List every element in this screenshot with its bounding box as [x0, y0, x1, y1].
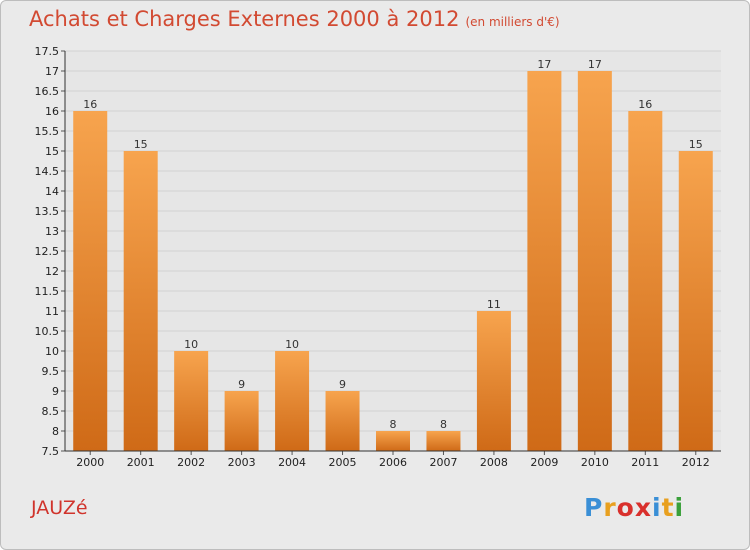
bar — [577, 71, 612, 451]
y-tick-label: 15.5 — [35, 125, 60, 138]
value-label: 9 — [238, 378, 245, 391]
y-tick-label: 7.5 — [42, 445, 60, 458]
value-label: 11 — [487, 298, 501, 311]
y-tick-label: 12 — [45, 265, 59, 278]
x-tick-label: 2012 — [682, 456, 710, 469]
y-tick-label: 16.5 — [35, 85, 60, 98]
y-tick-label: 13.5 — [35, 205, 60, 218]
bar — [325, 391, 360, 451]
labels: 7.5 8 8.5 9 9.5 10 10.5 11 11.5 12 12.5 13 13.5 14 14.… — [35, 45, 710, 469]
bar — [174, 351, 209, 451]
y-tick-label: 10.5 — [35, 325, 60, 338]
axes — [64, 51, 721, 452]
x-tick-label: 2001 — [127, 456, 155, 469]
logo-letter: o — [616, 493, 635, 522]
y-tick-label: 14.5 — [35, 165, 60, 178]
bar — [426, 431, 461, 451]
bar — [376, 431, 410, 451]
y-tick-label: 13 — [45, 225, 59, 238]
y-tick-label: 16 — [45, 105, 59, 118]
value-label: 17 — [537, 58, 551, 71]
bar — [275, 351, 310, 451]
x-tick-label: 2002 — [177, 456, 205, 469]
x-tick-label: 2007 — [429, 456, 457, 469]
y-tick-label: 11 — [45, 305, 59, 318]
y-tick-label: 8 — [52, 425, 59, 438]
y-tick-label: 17.5 — [35, 45, 60, 58]
y-tick-label: 17 — [45, 65, 59, 78]
value-label: 15 — [689, 138, 703, 151]
y-tick-label: 9.5 — [42, 365, 60, 378]
value-label: 15 — [134, 138, 148, 151]
y-tick-label: 8.5 — [42, 405, 60, 418]
logo-letter: x — [634, 493, 652, 522]
x-tick-label: 2005 — [329, 456, 357, 469]
bar — [224, 391, 259, 451]
y-tick-label: 12.5 — [35, 245, 60, 258]
bars — [73, 71, 713, 455]
x-tick-label: 2004 — [278, 456, 306, 469]
logo-letter: i — [674, 493, 685, 522]
bar — [628, 111, 663, 451]
value-label: 10 — [285, 338, 299, 351]
town-name: JAUZé — [31, 497, 88, 519]
x-tick-label: 2008 — [480, 456, 508, 469]
y-tick-label: 15 — [45, 145, 59, 158]
value-label: 16 — [83, 98, 97, 111]
value-label: 16 — [638, 98, 652, 111]
logo-letter: i — [652, 493, 662, 522]
bar — [476, 311, 511, 451]
x-tick-label: 2011 — [631, 456, 659, 469]
logo-letter: r — [603, 493, 617, 522]
value-label: 8 — [390, 418, 397, 431]
logo-letter: t — [661, 493, 675, 522]
value-label: 10 — [184, 338, 198, 351]
value-label: 8 — [440, 418, 447, 431]
gridlines — [61, 50, 721, 452]
value-label: 9 — [339, 378, 346, 391]
proxiti-logo: Proxiti — [584, 493, 684, 522]
bar — [123, 151, 158, 451]
chart-subtitle: (en milliers d'€) — [465, 15, 560, 29]
x-tick-label: 2006 — [379, 456, 407, 469]
bar — [73, 111, 108, 451]
bar — [678, 151, 713, 451]
logo-letter: P — [584, 493, 604, 522]
y-tick-label: 14 — [45, 185, 59, 198]
y-tick-label: 9 — [52, 385, 59, 398]
x-tick-label: 2010 — [581, 456, 609, 469]
title-text: Achats et Charges Externes 2000 à 2012 — [29, 7, 460, 31]
x-tick-label: 2000 — [76, 456, 104, 469]
bar — [527, 71, 562, 451]
value-label: 17 — [588, 58, 602, 71]
x-tick-label: 2003 — [228, 456, 256, 469]
y-tick-label: 11.5 — [35, 285, 60, 298]
y-tick-label: 10 — [45, 345, 59, 358]
x-tick-label: 2009 — [530, 456, 558, 469]
chart-title: Achats et Charges Externes 2000 à 2012 (e… — [29, 7, 560, 31]
